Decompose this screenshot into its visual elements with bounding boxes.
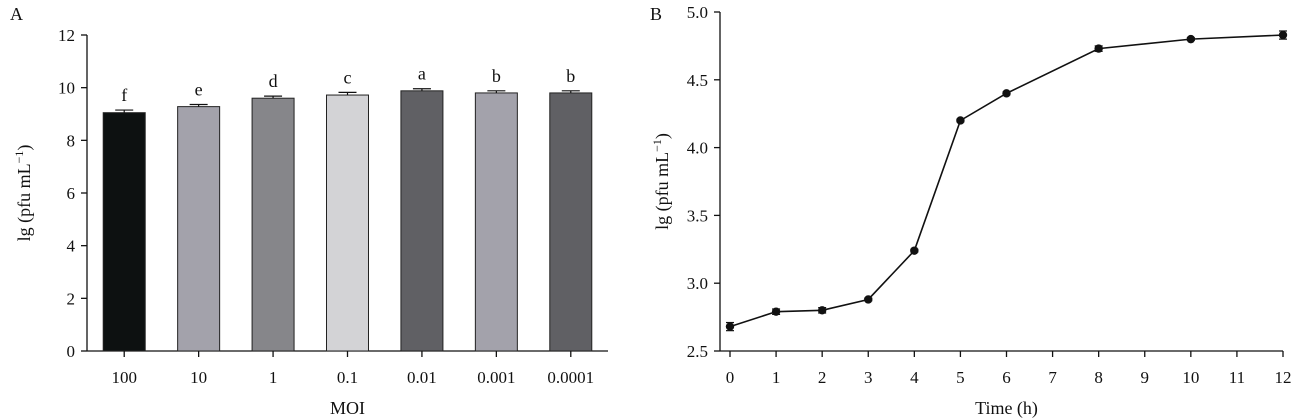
y-tick-label: 4.0 — [687, 139, 708, 158]
bar — [251, 97, 295, 352]
y-tick-label: 12 — [58, 26, 75, 45]
x-tick-label: 3 — [864, 368, 873, 387]
x-tick-label: 0.1 — [337, 368, 358, 387]
y-tick-label: 4 — [67, 237, 76, 256]
bar — [177, 106, 221, 352]
y-tick-label: 4.5 — [687, 71, 708, 90]
y-tick-label: 8 — [67, 131, 76, 150]
data-point — [725, 322, 735, 331]
y-tick-label: 10 — [58, 79, 75, 98]
x-tick-label: 12 — [1275, 368, 1292, 387]
x-tick-label: 0.0001 — [547, 368, 594, 387]
x-tick-label: 1 — [772, 368, 781, 387]
x-tick-label: 8 — [1094, 368, 1103, 387]
data-point — [1186, 34, 1196, 44]
panel-label-a: A — [10, 4, 23, 24]
panel-a-bar-chart: A 0 2 4 6 8 10 12 f 100 e 10 d 1 c 0.1 a 0.01 b 0.001 b 0.000… — [10, 4, 608, 418]
x-axis-label: Time (h) — [975, 398, 1038, 419]
bar — [326, 94, 369, 352]
x-tick-label: 6 — [1002, 368, 1011, 387]
data-point — [910, 246, 919, 255]
significance-letter: a — [418, 64, 426, 84]
bar — [400, 90, 444, 352]
y-tick-label: 6 — [67, 184, 76, 203]
bar — [102, 112, 146, 352]
data-point — [1094, 44, 1103, 53]
y-tick-label: 5.0 — [687, 3, 708, 22]
y-axis-label: lg (pfu mL−1) — [650, 133, 673, 230]
y-tick-label: 3.0 — [687, 274, 708, 293]
x-tick-label: 9 — [1141, 368, 1150, 387]
data-point — [1278, 30, 1288, 40]
x-tick-label: 100 — [111, 368, 137, 387]
data-point — [956, 116, 965, 125]
panel-label-b: B — [650, 4, 662, 24]
x-tick-label: 0.01 — [407, 368, 437, 387]
x-tick-label: 10 — [190, 368, 207, 387]
x-tick-label: 7 — [1048, 368, 1057, 387]
data-point — [1002, 89, 1011, 98]
x-tick-label: 0.001 — [477, 368, 515, 387]
y-tick-label: 2 — [67, 289, 76, 308]
y-axis-label: lg (pfu mL−1) — [12, 145, 35, 242]
data-point — [817, 306, 827, 315]
significance-letter: b — [492, 66, 501, 86]
data-point — [771, 307, 781, 316]
x-axis-label: MOI — [330, 398, 365, 418]
significance-letter: f — [121, 85, 127, 105]
panel-b-line-chart: B2.53.03.54.04.55.00 1 2 3 4 5 6 7 8 9 10 11 12Time … — [650, 3, 1292, 419]
y-tick-label: 2.5 — [687, 342, 708, 361]
bar — [474, 92, 518, 352]
x-tick-label: 0 — [726, 368, 735, 387]
data-point — [864, 295, 873, 304]
x-tick-label: 10 — [1182, 368, 1199, 387]
x-tick-label: 5 — [956, 368, 965, 387]
x-tick-label: 1 — [269, 368, 278, 387]
significance-letter: c — [344, 67, 352, 87]
y-tick-label: 0 — [67, 342, 76, 361]
series-line — [729, 34, 1284, 328]
bar — [549, 92, 593, 352]
x-tick-label: 2 — [818, 368, 827, 387]
x-tick-label: 11 — [1229, 368, 1245, 387]
y-tick-label: 3.5 — [687, 206, 708, 225]
significance-letter: d — [269, 71, 278, 91]
significance-letter: e — [195, 80, 203, 100]
significance-letter: b — [566, 66, 575, 86]
x-tick-label: 4 — [910, 368, 919, 387]
